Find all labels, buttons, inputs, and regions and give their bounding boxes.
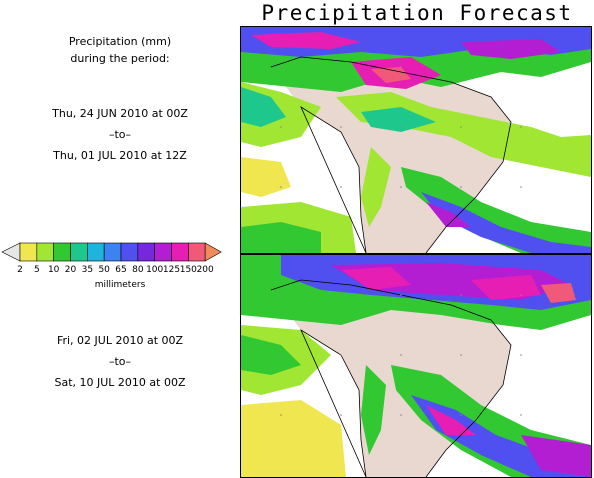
legend-tick-label: 5 — [34, 265, 40, 275]
legend-unit: millimeters — [95, 280, 146, 290]
header-line-1: Precipitation (mm) — [68, 35, 172, 48]
legend-swatch — [120, 242, 139, 262]
period-2: Fri, 02 JUL 2010 at 00Z –to– Sat, 10 JUL… — [0, 332, 240, 391]
legend-tick-label: 50 — [98, 265, 110, 275]
legend-swatch — [103, 242, 122, 262]
precip-map-2 — [241, 255, 591, 477]
period-1-end: Thu, 01 JUL 2010 at 12Z — [53, 149, 187, 162]
legend-tick-label: 150 — [180, 265, 197, 275]
forecast-map-period-2 — [240, 254, 592, 478]
legend-colorbar: 2 5 10 20 35 50 65 80 100 125 150 200 millimeters — [1, 242, 222, 290]
precip-map-1 — [241, 27, 591, 253]
legend-tick-label: 100 — [146, 265, 163, 275]
legend-tick-label: 65 — [115, 265, 126, 275]
legend-swatch — [171, 242, 189, 262]
color-legend: 2 5 10 20 35 50 65 80 100 125 150 200 millimeters — [0, 240, 240, 292]
legend-tick-label: 200 — [197, 265, 214, 275]
legend-swatch — [19, 242, 38, 262]
period-1: Thu, 24 JUN 2010 at 00Z –to– Thu, 01 JUL… — [0, 105, 240, 164]
legend-arrow-low — [1, 242, 21, 262]
legend-swatch — [70, 242, 88, 262]
legend-swatch — [87, 242, 105, 262]
header-line-2: during the period: — [70, 52, 170, 65]
period-1-separator: –to– — [108, 128, 132, 141]
period-2-start: Fri, 02 JUL 2010 at 00Z — [56, 334, 184, 347]
period-2-end: Sat, 10 JUL 2010 at 00Z — [54, 376, 186, 389]
legend-tick-label: 20 — [65, 265, 77, 275]
legend-swatch — [137, 242, 155, 262]
page-title: Precipitation Forecast — [261, 1, 573, 25]
legend-swatch — [154, 242, 172, 262]
legend-tick-label: 35 — [82, 265, 93, 275]
legend-tick-label: 10 — [48, 265, 60, 275]
legend-swatch — [36, 242, 54, 262]
legend-tick-label: 80 — [132, 265, 144, 275]
legend-arrow-high — [204, 242, 222, 262]
period-1-start: Thu, 24 JUN 2010 at 00Z — [52, 107, 188, 120]
legend-swatch — [53, 242, 71, 262]
period-2-separator: –to– — [108, 355, 132, 368]
legend-tick-label: 125 — [163, 265, 180, 275]
legend-tick-label: 2 — [17, 265, 23, 275]
period-header: Precipitation (mm) during the period: — [0, 33, 240, 67]
legend-swatch — [188, 242, 206, 262]
forecast-map-period-1 — [240, 26, 592, 254]
